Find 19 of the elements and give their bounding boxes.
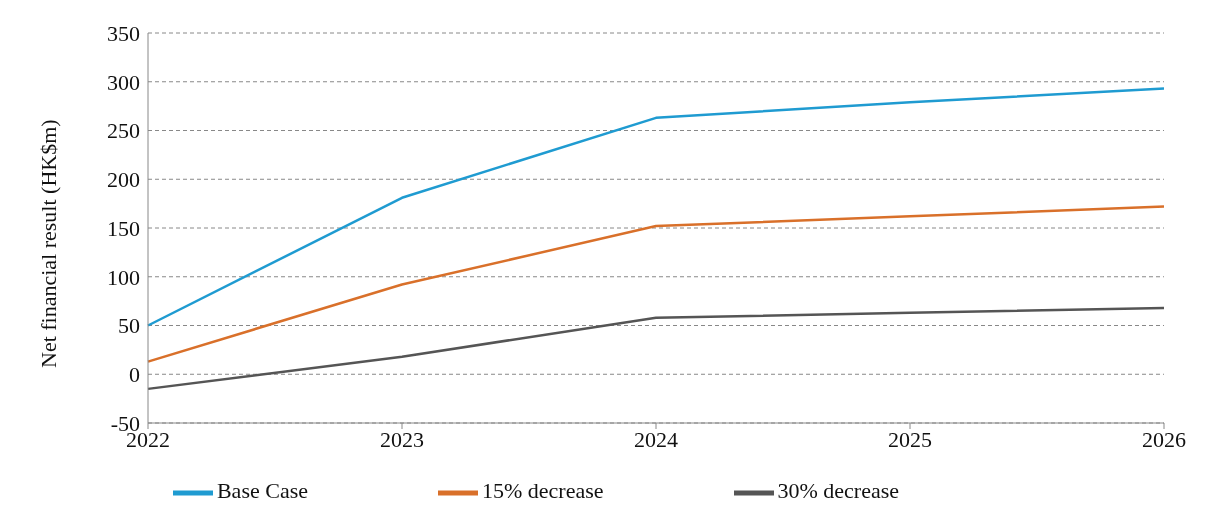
y-tick-label: 0 [129, 362, 140, 388]
y-tick-label: 50 [118, 313, 140, 339]
y-axis-title: Net financial result (HK$m) [35, 119, 61, 368]
x-tick-label: 2024 [634, 426, 678, 452]
legend-label: 15% decrease [481, 478, 604, 504]
x-tick-label: 2026 [1142, 426, 1186, 452]
x-tick-label: 2025 [888, 426, 932, 452]
line-series [146, 306, 1166, 391]
line-series [146, 87, 1166, 327]
y-tick-label: 100 [107, 264, 140, 290]
y-tick-label: 350 [107, 20, 140, 46]
y-tick-label: 200 [107, 167, 140, 193]
legend-label: 30% decrease [777, 478, 900, 504]
x-tick-label: 2023 [380, 426, 424, 452]
y-tick-label: 150 [107, 215, 140, 241]
legend-label: Base Case [216, 478, 308, 504]
line-series [146, 205, 1166, 363]
y-tick-label: 250 [107, 118, 140, 144]
y-tick-label: 300 [107, 69, 140, 95]
